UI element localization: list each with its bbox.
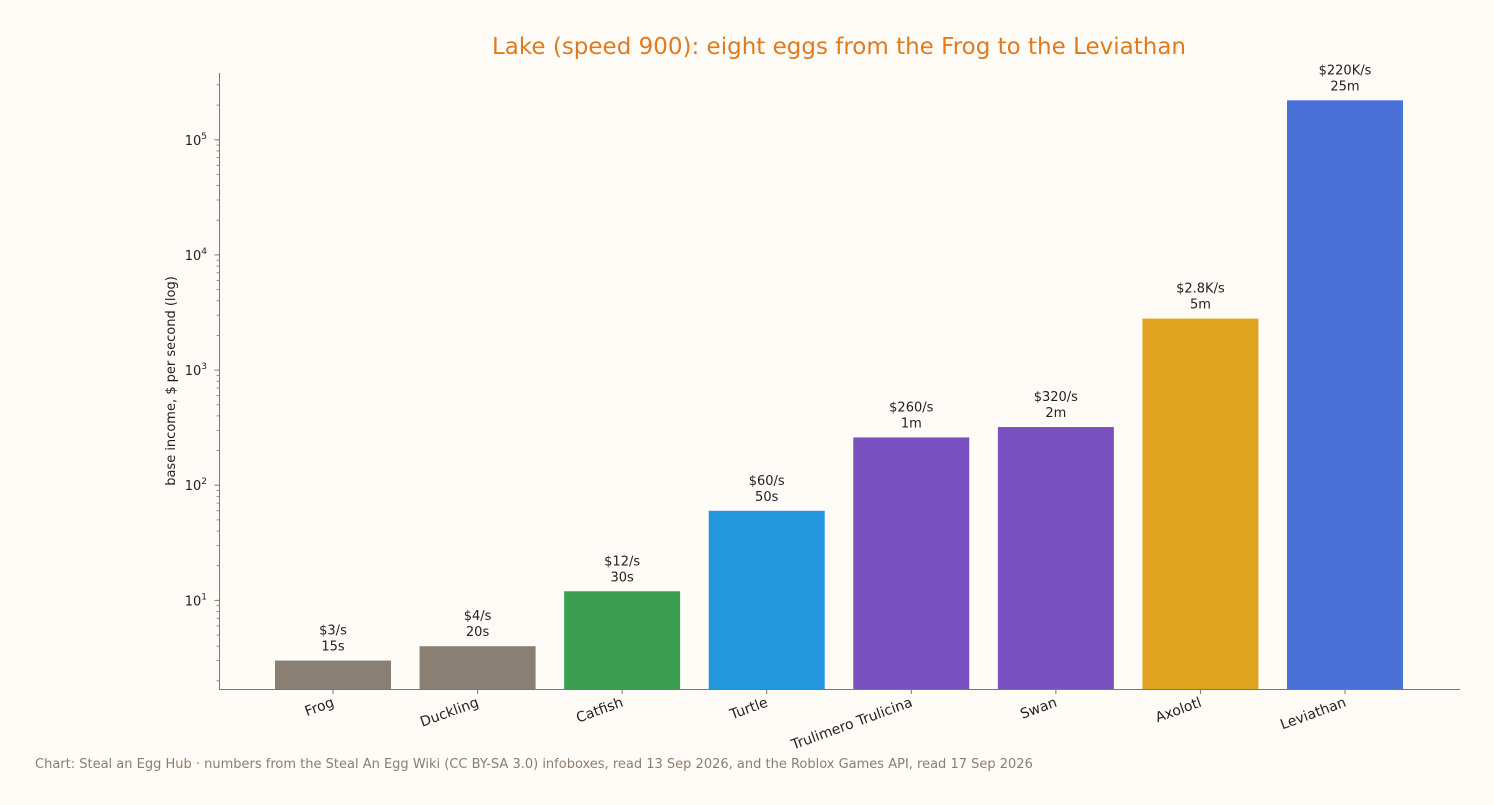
x-tick-label: Frog: [303, 695, 337, 720]
bar-time-label: 5m: [1190, 298, 1211, 313]
x-tick-label: Duckling: [418, 695, 481, 731]
x-tick-label: Swan: [1018, 695, 1059, 723]
x-tick-label: Axolotl: [1153, 695, 1203, 726]
bar: [997, 427, 1114, 689]
bar-time-label: 15s: [321, 640, 345, 655]
bar-time-label: 25m: [1330, 79, 1359, 94]
x-tick-labels: Frog Duckling Catfish Turtle Trulimero Truli…: [303, 695, 1349, 754]
chart-caption: Chart: Steal an Egg Hub · numbers from t…: [35, 757, 1033, 772]
x-tick-label: Leviathan: [1278, 695, 1348, 734]
bar: [1287, 100, 1403, 689]
bar-time-label: 30s: [610, 570, 634, 585]
bar: [275, 660, 391, 689]
y-tick-label: 105: [185, 132, 207, 149]
x-ticks: [332, 689, 1346, 694]
y-tick-label: 103: [185, 362, 207, 379]
y-tick-label: 104: [185, 247, 208, 264]
y-major-ticks: 101 102 103 104 105: [185, 132, 219, 609]
bar-income-label: $60/s: [749, 474, 785, 489]
bar: [708, 510, 825, 689]
y-minor-ticks: [216, 84, 219, 682]
bar: [853, 437, 970, 689]
bar-income-label: $4/s: [464, 609, 492, 624]
bar-income-label: $220K/s: [1319, 63, 1372, 78]
y-tick-label: 101: [185, 592, 207, 609]
bar-income-label: $12/s: [604, 554, 640, 569]
bar-time-label: 1m: [901, 416, 922, 431]
x-tick-label: Turtle: [727, 695, 770, 724]
bars: [275, 100, 1403, 689]
bar-income-label: $3/s: [319, 624, 347, 639]
bar-income-label: $320/s: [1034, 390, 1078, 405]
bar: [419, 646, 536, 689]
x-tick-label: Catfish: [574, 695, 625, 727]
bar-time-label: 20s: [466, 625, 490, 640]
y-tick-label: 102: [185, 477, 207, 494]
bar-time-label: 50s: [755, 490, 779, 505]
y-axis-label: base income, $ per second (log): [164, 276, 179, 486]
bar-time-label: 2m: [1045, 406, 1066, 421]
x-tick-label: Trulimero Trulicina: [788, 695, 914, 754]
bar: [1142, 318, 1259, 689]
bar: [564, 591, 681, 689]
bar-income-label: $260/s: [889, 400, 933, 415]
bar-income-label: $2.8K/s: [1176, 282, 1225, 297]
chart-title: Lake (speed 900): eight eggs from the Fr…: [492, 34, 1186, 60]
